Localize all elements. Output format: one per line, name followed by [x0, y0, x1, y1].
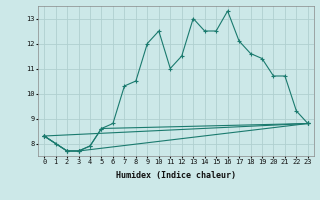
X-axis label: Humidex (Indice chaleur): Humidex (Indice chaleur)	[116, 171, 236, 180]
